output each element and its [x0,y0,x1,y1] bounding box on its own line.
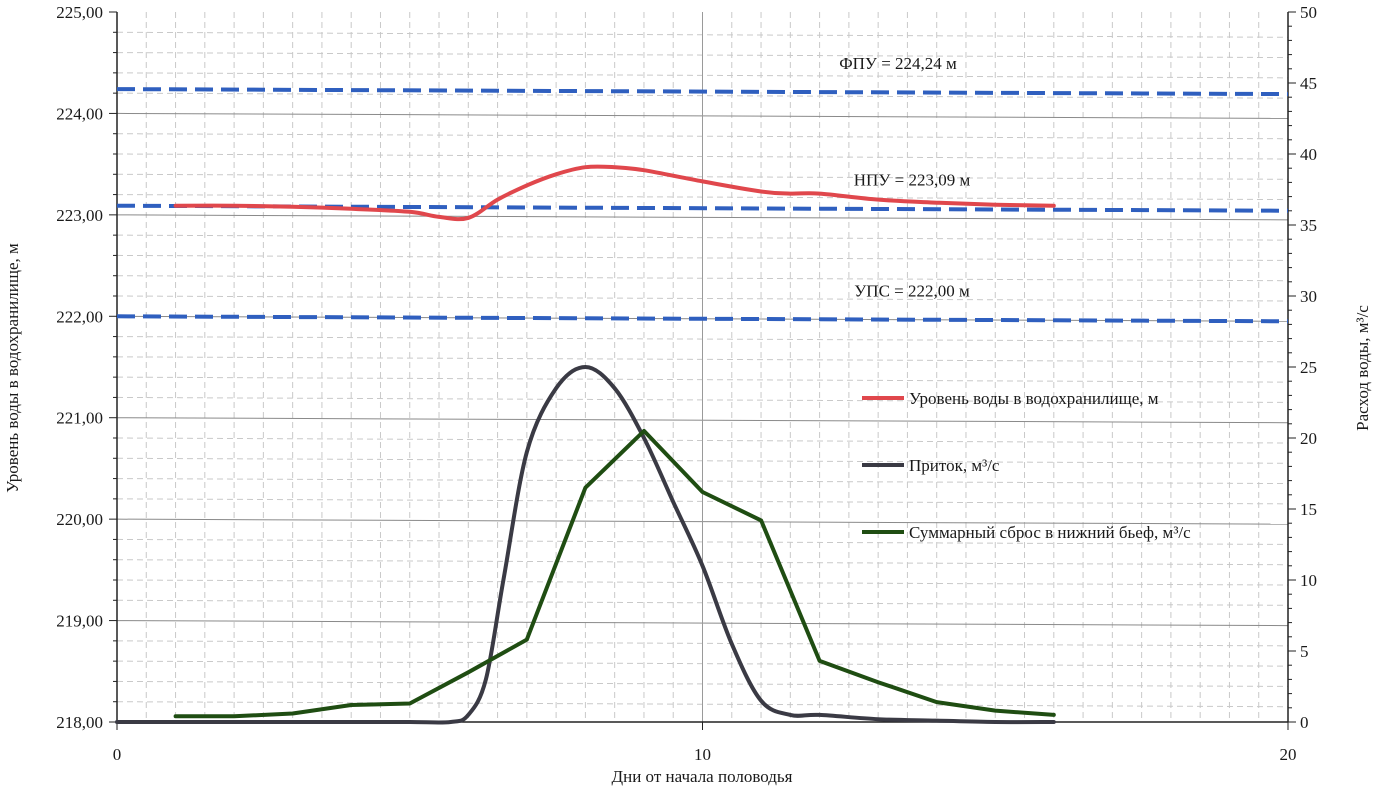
y-right-axis-title: Расход воды, м³/с [1353,305,1372,431]
y-right-tick-label: 35 [1300,216,1317,235]
y-right-tick-label: 20 [1300,429,1317,448]
axes [109,11,1296,730]
reference-line-label: УПС = 222,00 м [854,281,970,300]
annotations: ФПУ = 224,24 м НПУ = 223,09 м УПС = 222,00… [839,54,970,300]
y-left-tick-label: 218,00 [56,713,103,732]
reference-line-label: НПУ = 223,09 м [854,171,971,190]
legend-label: Приток, м³/с [909,456,1000,475]
y-right-tick-label: 10 [1300,571,1317,590]
y-right-tick-label: 5 [1300,642,1309,661]
discharge-series [173,428,1056,719]
y-left-tick-label: 219,00 [56,612,103,631]
y-right-tick-label: 15 [1300,500,1317,519]
legend-label: Уровень воды в водохранилище, м [909,389,1159,408]
y-left-tick-label: 225,00 [56,3,103,22]
y-right-tick-label: 30 [1300,287,1317,306]
y-left-tick-label: 223,00 [56,206,103,225]
y-right-tick-label: 25 [1300,358,1317,377]
water-level-series [173,164,1056,222]
y-right-tick-label: 50 [1300,3,1317,22]
x-tick-label: 0 [113,745,122,764]
y-right-tick-label: 40 [1300,145,1317,164]
y-right-tick-label: 45 [1300,74,1317,93]
inflow-series [115,365,1056,725]
y-left-axis-title: Уровень воды в водохранилище, м [3,243,22,493]
y-left-tick-label: 221,00 [56,409,103,428]
reference-line-label: ФПУ = 224,24 м [839,54,957,73]
data-series [115,164,1056,725]
tick-labels: 218,00 219,00 220,00 221,00 222,00 223,00 224,… [56,3,1317,764]
y-left-tick-label: 224,00 [56,104,103,123]
legend: Уровень воды в водохранилище, м Приток, м… [862,389,1191,542]
y-right-tick-label: 0 [1300,713,1309,732]
y-left-tick-label: 220,00 [56,510,103,529]
x-tick-label: 10 [694,745,711,764]
x-tick-label: 20 [1280,745,1297,764]
reference-line [116,87,1289,97]
legend-label: Суммарный сброс в нижний бьеф, м³/с [909,523,1191,542]
y-left-tick-label: 222,00 [56,307,103,326]
reference-line [116,314,1289,324]
x-axis-title: Дни от начала половодья [612,767,793,786]
